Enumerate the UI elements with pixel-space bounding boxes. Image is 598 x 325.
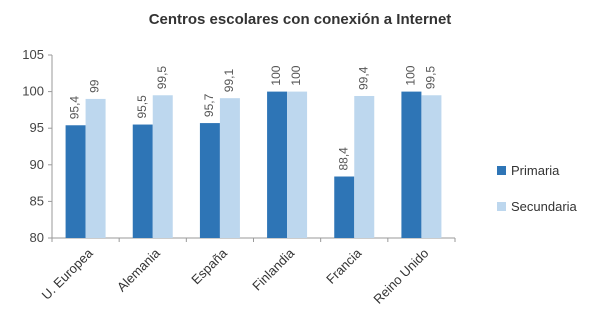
x-tick-label: Alemania — [114, 245, 163, 294]
y-tick-label: 105 — [22, 47, 44, 62]
bar-secundaria — [85, 98, 106, 238]
data-label: 95,4 — [68, 96, 82, 120]
bars: 95,4 99 95,5 99,5 95,7 99,1 100 100 88,4 99,4 100 9… — [65, 65, 442, 238]
bar-primaria — [334, 176, 355, 238]
y-tick-label: 95 — [30, 120, 44, 135]
bar-primaria — [65, 125, 86, 238]
data-label: 100 — [269, 65, 283, 85]
data-label: 95,5 — [135, 95, 149, 119]
data-label: 99 — [88, 79, 102, 93]
legend-label-secundaria: Secundaria — [511, 199, 578, 214]
bar-secundaria — [354, 95, 375, 238]
bar-primaria — [401, 91, 422, 238]
legend-swatch-secundaria — [497, 202, 506, 211]
y-tick-label: 90 — [30, 157, 44, 172]
y-tick-label: 85 — [30, 193, 44, 208]
data-label: 95,7 — [202, 93, 216, 117]
x-tick-label: España — [188, 245, 230, 287]
bar-primaria — [199, 123, 220, 238]
legend-swatch-primaria — [497, 166, 506, 175]
y-tick-label: 100 — [22, 84, 44, 99]
data-label: 99,5 — [155, 66, 169, 90]
data-label: 100 — [289, 65, 303, 85]
legend: Primaria Secundaria — [497, 163, 578, 214]
x-tick-label: Francia — [323, 245, 365, 287]
bar-secundaria — [219, 98, 240, 238]
data-label: 100 — [404, 65, 418, 85]
x-tick-label: Reino Unido — [370, 246, 431, 307]
data-label: 99,1 — [222, 69, 236, 93]
legend-label-primaria: Primaria — [511, 163, 560, 178]
bar-secundaria — [287, 91, 308, 238]
chart-title: Centros escolares con conexión a Interne… — [149, 11, 452, 28]
data-label: 99,4 — [356, 66, 370, 90]
x-tick-label: Finlandia — [249, 245, 297, 293]
x-tick-label: U. Europea — [39, 245, 97, 303]
y-tick-label: 80 — [30, 230, 44, 245]
bar-primaria — [132, 124, 153, 238]
data-label: 88,4 — [336, 147, 350, 171]
data-label: 99,5 — [424, 66, 438, 90]
bar-primaria — [267, 91, 288, 238]
bar-secundaria — [421, 95, 442, 238]
bar-secundaria — [152, 95, 173, 238]
